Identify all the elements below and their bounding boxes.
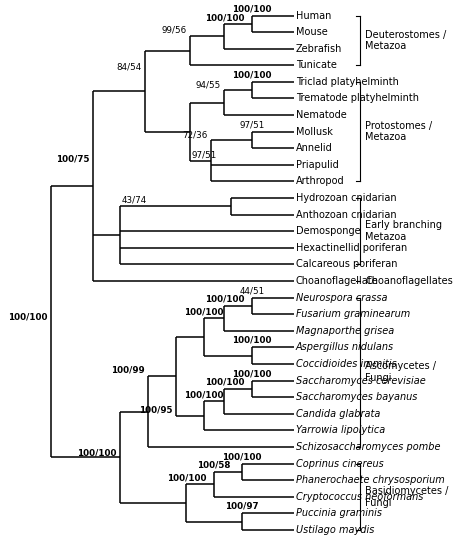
Text: Coprinus cinereus: Coprinus cinereus [296, 459, 383, 469]
Text: Mollusk: Mollusk [296, 127, 332, 137]
Text: Cryptococcus neoformans: Cryptococcus neoformans [296, 492, 423, 502]
Text: 100/100: 100/100 [77, 448, 117, 457]
Text: 100/100: 100/100 [232, 369, 272, 378]
Text: Annelid: Annelid [296, 143, 332, 153]
Text: 100/58: 100/58 [197, 461, 231, 470]
Text: Choanoflagellate: Choanoflagellate [296, 276, 378, 286]
Text: Phanerochaete chrysosporium: Phanerochaete chrysosporium [296, 475, 444, 485]
Text: 100/100: 100/100 [232, 70, 272, 80]
Text: 100/100: 100/100 [205, 295, 244, 304]
Text: Choanoflagellates: Choanoflagellates [365, 276, 453, 286]
Text: Schizosaccharomyces pombe: Schizosaccharomyces pombe [296, 442, 440, 452]
Text: 100/100: 100/100 [205, 378, 244, 387]
Text: Saccharomyces cerevisiae: Saccharomyces cerevisiae [296, 375, 425, 386]
Text: Calcareous poriferan: Calcareous poriferan [296, 260, 397, 269]
Text: 97/51: 97/51 [239, 120, 265, 129]
Text: 100/100: 100/100 [232, 336, 272, 345]
Text: 100/100: 100/100 [184, 307, 223, 316]
Text: 97/51: 97/51 [191, 150, 217, 159]
Text: 100/100: 100/100 [222, 452, 262, 461]
Text: Hexactinellid poriferan: Hexactinellid poriferan [296, 243, 407, 253]
Text: 100/100: 100/100 [166, 473, 206, 482]
Text: Mouse: Mouse [296, 27, 328, 37]
Text: Ascomycetes /
Fungi: Ascomycetes / Fungi [365, 361, 436, 383]
Text: Early branching
Metazoa: Early branching Metazoa [365, 220, 442, 242]
Text: Priapulid: Priapulid [296, 160, 338, 170]
Text: Basidiomycetes /
Fungi: Basidiomycetes / Fungi [365, 486, 448, 507]
Text: Yarrowia lipolytica: Yarrowia lipolytica [296, 425, 385, 436]
Text: 100/100: 100/100 [8, 313, 47, 322]
Text: 100/95: 100/95 [139, 405, 173, 414]
Text: 43/74: 43/74 [122, 196, 147, 204]
Text: Hydrozoan cnidarian: Hydrozoan cnidarian [296, 193, 396, 203]
Text: Ustilago maydis: Ustilago maydis [296, 525, 374, 535]
Text: 100/97: 100/97 [225, 502, 259, 511]
Text: Tunicate: Tunicate [296, 60, 337, 70]
Text: Trematode platyhelminth: Trematode platyhelminth [296, 94, 419, 103]
Text: 44/51: 44/51 [240, 286, 265, 295]
Text: Saccharomyces bayanus: Saccharomyces bayanus [296, 392, 417, 402]
Text: Demosponge: Demosponge [296, 226, 360, 236]
Text: Candida glabrata: Candida glabrata [296, 409, 380, 419]
Text: Arthropod: Arthropod [296, 176, 344, 187]
Text: 84/54: 84/54 [116, 62, 141, 71]
Text: 99/56: 99/56 [161, 25, 186, 35]
Text: Neurospora crassa: Neurospora crassa [296, 293, 387, 302]
Text: Triclad platyhelminth: Triclad platyhelminth [296, 77, 399, 87]
Text: 100/75: 100/75 [55, 154, 89, 163]
Text: Aspergillus nidulans: Aspergillus nidulans [296, 342, 394, 352]
Text: Protostomes /
Metazoa: Protostomes / Metazoa [365, 121, 432, 142]
Text: Anthozoan cnidarian: Anthozoan cnidarian [296, 210, 396, 220]
Text: Zebrafish: Zebrafish [296, 44, 342, 54]
Text: Fusarium graminearum: Fusarium graminearum [296, 309, 410, 319]
Text: Magnaporthe grisea: Magnaporthe grisea [296, 326, 394, 336]
Text: Nematode: Nematode [296, 110, 346, 120]
Text: Human: Human [296, 10, 331, 21]
Text: 94/55: 94/55 [196, 81, 221, 89]
Text: 100/100: 100/100 [184, 391, 223, 399]
Text: 72/36: 72/36 [182, 130, 207, 139]
Text: Coccidioides immitis: Coccidioides immitis [296, 359, 396, 369]
Text: 100/100: 100/100 [232, 4, 272, 13]
Text: 100/99: 100/99 [111, 366, 145, 375]
Text: 100/100: 100/100 [205, 14, 244, 23]
Text: Puccinia graminis: Puccinia graminis [296, 509, 382, 518]
Text: Deuterostomes /
Metazoa: Deuterostomes / Metazoa [365, 30, 446, 51]
